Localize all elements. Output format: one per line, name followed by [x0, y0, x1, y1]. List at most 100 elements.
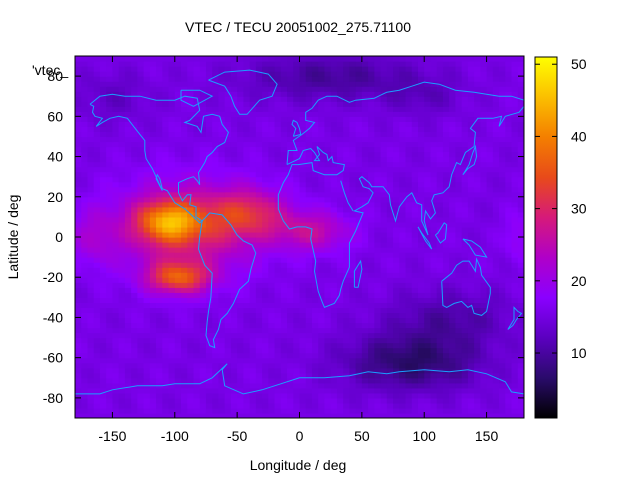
heatmap-cell	[199, 171, 207, 178]
heatmap-cell	[118, 312, 126, 319]
heatmap-cell	[187, 332, 195, 339]
heatmap-cell	[486, 377, 494, 384]
heatmap-cell	[112, 171, 120, 178]
heatmap-cell	[480, 166, 488, 173]
heatmap-cell	[311, 337, 319, 344]
heatmap-cell	[318, 377, 326, 384]
heatmap-cell	[287, 231, 294, 238]
heatmap-cell	[199, 247, 207, 253]
heatmap-cell	[517, 116, 524, 122]
heatmap-cell	[324, 317, 332, 324]
heatmap-cell	[486, 191, 494, 198]
heatmap-cell	[199, 272, 207, 278]
heatmap-cell	[374, 412, 382, 418]
heatmap-cell	[299, 382, 307, 389]
heatmap-cell	[230, 131, 238, 138]
heatmap-cell	[349, 332, 357, 339]
heatmap-cell	[349, 367, 357, 374]
heatmap-cell	[287, 196, 294, 203]
heatmap-cell	[280, 372, 288, 379]
heatmap-cell	[380, 186, 388, 193]
heatmap-cell	[393, 352, 400, 359]
heatmap-cell	[461, 412, 469, 418]
heatmap-cell	[474, 257, 481, 263]
heatmap-cell	[124, 71, 132, 77]
heatmap-cell	[405, 211, 413, 218]
heatmap-cell	[305, 121, 313, 127]
heatmap-cell	[405, 106, 413, 112]
heatmap-cell	[243, 136, 251, 143]
heatmap-cell	[336, 161, 344, 168]
heatmap-cell	[168, 66, 176, 72]
heatmap-cell	[280, 292, 288, 298]
heatmap-cell	[499, 151, 506, 158]
heatmap-cell	[131, 247, 138, 253]
heatmap-cell	[168, 322, 176, 329]
heatmap-cell	[449, 412, 457, 418]
heatmap-cell	[181, 357, 188, 364]
heatmap-cell	[355, 96, 363, 102]
heatmap-cell	[430, 357, 438, 364]
heatmap-cell	[399, 317, 407, 324]
heatmap-cell	[436, 96, 444, 102]
heatmap-cell	[393, 106, 400, 112]
heatmap-cell	[181, 327, 188, 334]
heatmap-cell	[505, 247, 513, 253]
heatmap-cell	[461, 171, 469, 178]
heatmap-cell	[99, 382, 107, 389]
heatmap-cell	[424, 136, 432, 143]
heatmap-cell	[355, 367, 363, 374]
heatmap-cell	[75, 337, 82, 344]
heatmap-cell	[505, 226, 513, 233]
heatmap-cell	[411, 201, 419, 208]
heatmap-cell	[87, 66, 95, 72]
heatmap-cell	[274, 367, 282, 374]
heatmap-cell	[193, 71, 201, 77]
heatmap-cell	[112, 307, 120, 314]
heatmap-cell	[405, 151, 413, 158]
heatmap-cell	[237, 367, 244, 374]
heatmap-cell	[162, 86, 170, 92]
heatmap-cell	[280, 146, 288, 153]
heatmap-cell	[181, 91, 188, 97]
heatmap-cell	[349, 347, 357, 354]
heatmap-cell	[461, 312, 469, 319]
heatmap-cell	[75, 347, 82, 354]
heatmap-cell	[318, 206, 326, 213]
heatmap-cell	[131, 186, 138, 193]
heatmap-cell	[75, 91, 82, 97]
heatmap-cell	[274, 347, 282, 354]
heatmap-cell	[87, 186, 95, 193]
heatmap-cell	[124, 131, 132, 138]
heatmap-cell	[293, 191, 301, 198]
heatmap-cell	[143, 362, 151, 369]
heatmap-cell	[187, 186, 195, 193]
heatmap-cell	[287, 131, 294, 138]
heatmap-cell	[230, 357, 238, 364]
heatmap-cell	[305, 221, 313, 228]
heatmap-cell	[181, 352, 188, 359]
heatmap-cell	[193, 116, 201, 122]
heatmap-cell	[449, 181, 457, 188]
heatmap-cell	[137, 352, 145, 359]
heatmap-cell	[268, 171, 276, 178]
heatmap-cell	[486, 111, 494, 117]
heatmap-cell	[75, 86, 82, 92]
heatmap-cell	[106, 186, 114, 193]
heatmap-cell	[137, 206, 145, 213]
heatmap-cell	[262, 186, 269, 193]
heatmap-cell	[461, 106, 469, 112]
heatmap-cell	[212, 226, 220, 233]
heatmap-cell	[106, 81, 114, 87]
heatmap-cell	[311, 302, 319, 308]
heatmap-cell	[461, 242, 469, 248]
heatmap-cell	[449, 171, 457, 178]
heatmap-cell	[442, 362, 450, 369]
heatmap-cell	[411, 242, 419, 248]
heatmap-cell	[417, 131, 425, 138]
heatmap-cell	[449, 322, 457, 329]
heatmap-cell	[480, 111, 488, 117]
heatmap-cell	[106, 226, 114, 233]
heatmap-cell	[511, 126, 519, 133]
heatmap-cell	[212, 352, 220, 359]
